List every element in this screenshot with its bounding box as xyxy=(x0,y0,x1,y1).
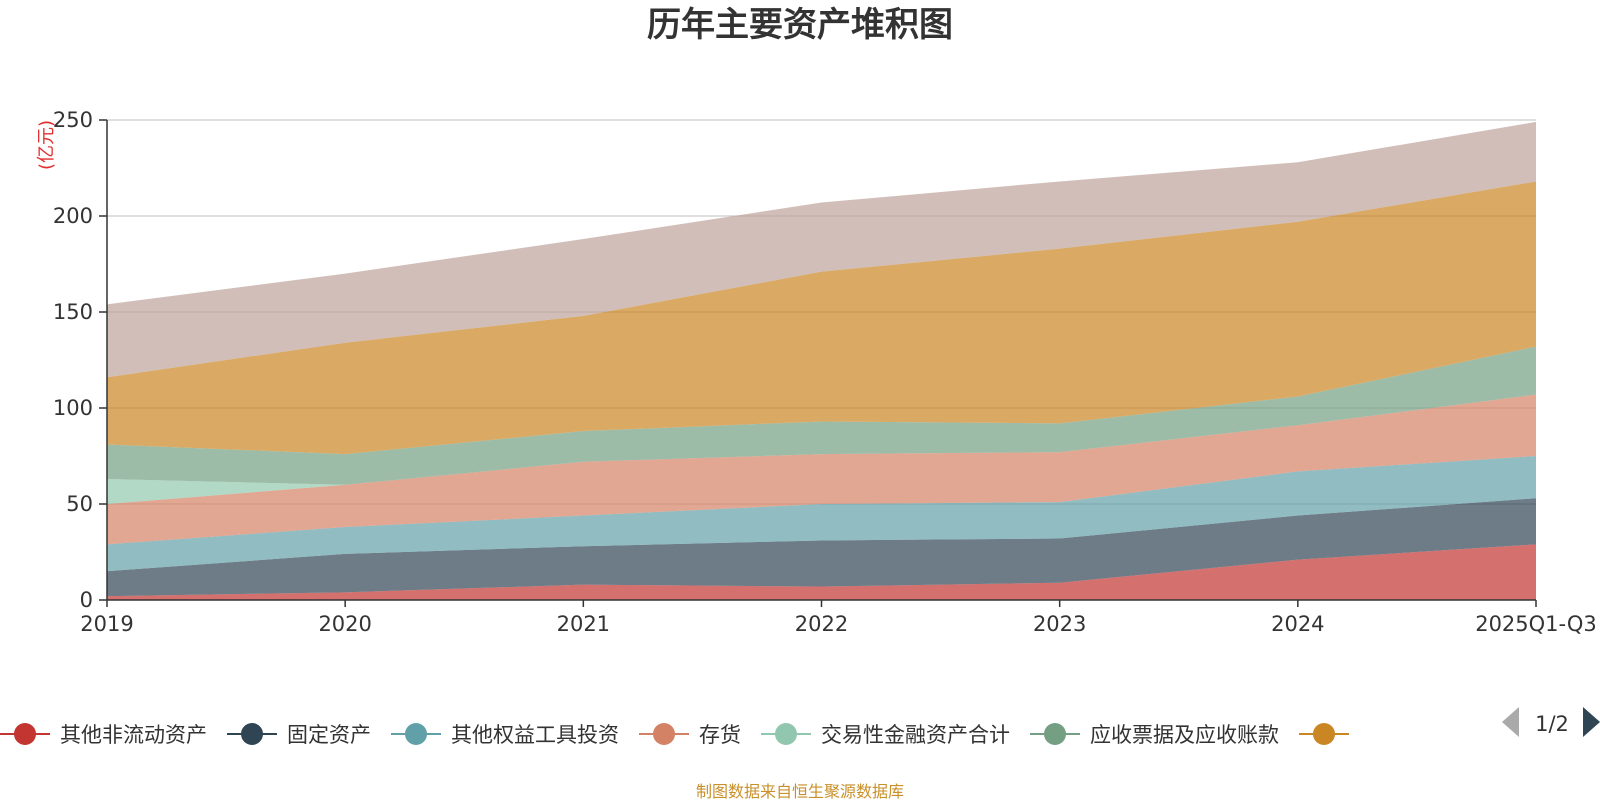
y-tick-label: 200 xyxy=(53,204,93,228)
legend-marker-icon xyxy=(1044,723,1066,745)
legend-label: 存货 xyxy=(699,723,741,747)
x-tick-label: 2023 xyxy=(1033,612,1086,636)
y-tick-label: 0 xyxy=(80,588,93,612)
legend-item-6[interactable] xyxy=(1299,723,1349,745)
legend-label: 固定资产 xyxy=(287,723,371,747)
legend-marker-icon xyxy=(775,723,797,745)
area-series-1 xyxy=(107,498,1536,597)
legend-label: 应收票据及应收账款 xyxy=(1090,723,1279,747)
legend-item-5[interactable]: 应收票据及应收账款 xyxy=(1030,723,1279,747)
legend-marker-icon xyxy=(14,723,36,745)
area-series-5 xyxy=(107,346,1536,485)
legend-marker-icon xyxy=(1313,723,1335,745)
x-tick-label: 2021 xyxy=(557,612,610,636)
data-source-note: 制图数据来自恒生聚源数据库 xyxy=(695,782,904,801)
legend-marker-icon xyxy=(241,723,263,745)
axes xyxy=(99,119,1537,607)
x-tick-label: 2020 xyxy=(318,612,371,636)
area-series-7 xyxy=(107,121,1536,378)
chart-title: 历年主要资产堆积图 xyxy=(647,5,953,45)
area-series-6 xyxy=(107,181,1536,455)
x-tick-label: 2022 xyxy=(795,612,848,636)
legend-marker-icon xyxy=(405,723,427,745)
y-tick-label: 50 xyxy=(66,492,93,516)
y-tick-labels: 0 50 100 150 200 250 xyxy=(53,108,93,612)
legend-marker-icon xyxy=(653,723,675,745)
legend-pager: 1/2 xyxy=(1502,707,1600,737)
area-series-0 xyxy=(107,544,1536,600)
stacked-areas xyxy=(107,121,1536,600)
legend-item-4[interactable]: 交易性金融资产合计 xyxy=(761,723,1010,747)
area-series-3 xyxy=(107,394,1536,545)
legend-label: 其他权益工具投资 xyxy=(451,723,619,747)
y-tick-label: 250 xyxy=(53,108,93,132)
area-series-2 xyxy=(107,456,1536,572)
y-tick-label: 150 xyxy=(53,300,93,324)
legend-prev-page-icon[interactable] xyxy=(1502,707,1519,737)
legend-label: 交易性金融资产合计 xyxy=(821,723,1010,747)
legend-item-0[interactable]: 其他非流动资产 xyxy=(0,723,207,747)
legend-label: 其他非流动资产 xyxy=(60,723,207,747)
legend-item-2[interactable]: 其他权益工具投资 xyxy=(391,723,619,747)
legend: 其他非流动资产 固定资产 其他权益工具投资 存货 交易性金融资产合计 应收票据及应收账款 xyxy=(0,723,1349,747)
x-tick-label: 2025Q1-Q3 xyxy=(1475,612,1597,636)
x-tick-label: 2019 xyxy=(80,612,133,636)
legend-item-1[interactable]: 固定资产 xyxy=(227,723,371,747)
x-tick-label: 2024 xyxy=(1271,612,1324,636)
x-tick-labels: 2019 2020 2021 2022 2023 2024 2025Q1-Q3 xyxy=(80,612,1597,636)
legend-next-page-icon[interactable] xyxy=(1583,707,1600,737)
legend-item-3[interactable]: 存货 xyxy=(639,723,741,747)
legend-page-indicator: 1/2 xyxy=(1535,712,1569,736)
y-axis-unit-label: (亿元) xyxy=(36,120,57,170)
y-tick-label: 100 xyxy=(53,396,93,420)
